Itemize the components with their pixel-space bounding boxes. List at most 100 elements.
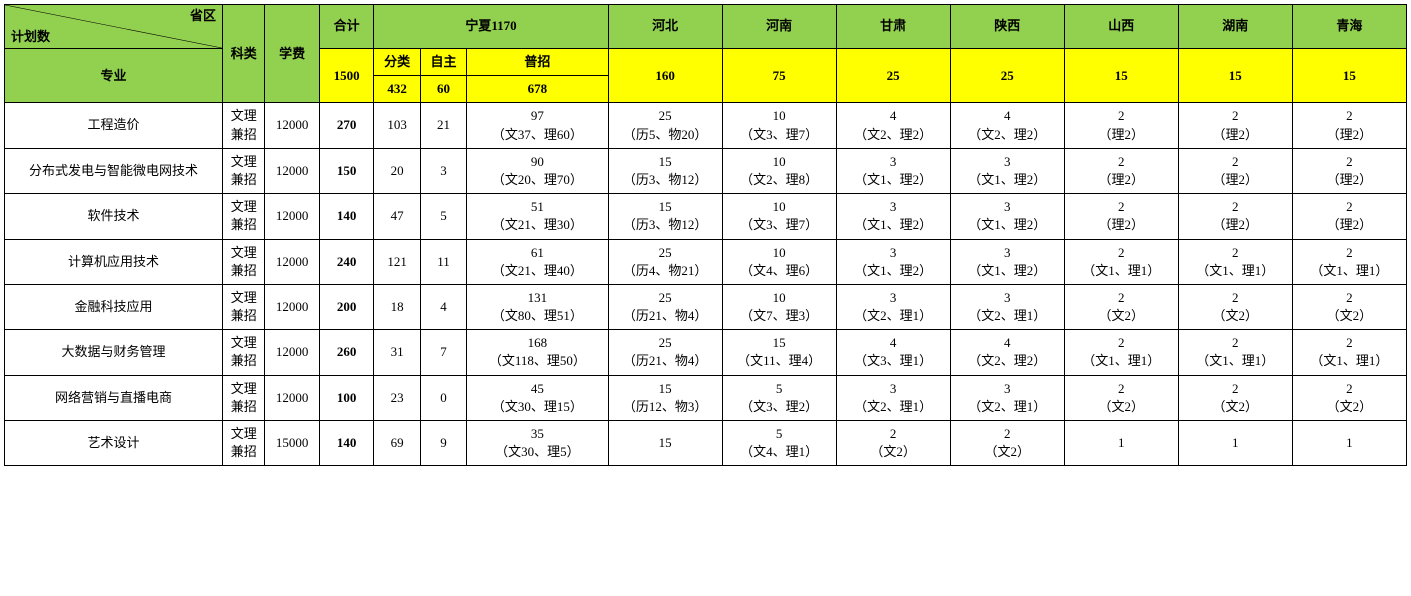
nx-sub3-cell: 168（文118、理50） [467,330,608,375]
province-cell: 2（理2） [1292,194,1406,239]
major-cell: 分布式发电与智能微电网技术 [5,148,223,193]
enrollment-plan-table: 省区 计划数 科类 学费 合计 宁夏1170 河北 河南 甘肃 陕西 山西 湖南… [4,4,1407,466]
nx-sub1-cell: 20 [374,148,420,193]
major-cell: 艺术设计 [5,421,223,466]
major-cell: 工程造价 [5,103,223,148]
province-cell: 2（理2） [1064,148,1178,193]
province-cell: 25（历4、物21） [608,239,722,284]
province-cell: 2（文1、理1） [1064,239,1178,284]
nx-sub1-cell: 18 [374,284,420,329]
nx-sub3-cell: 45（文30、理15） [467,375,608,420]
fee-cell: 12000 [265,103,320,148]
table-body: 工程造价文理兼招120002701032197（文37、理60）25（历5、物2… [5,103,1407,466]
province-cell: 3（文1、理2） [950,239,1064,284]
province-cell: 10（文4、理6） [722,239,836,284]
type-cell: 文理兼招 [223,284,265,329]
total-cell: 150 [319,148,374,193]
province-quota: 160 [608,49,722,103]
nx-sub2-cell: 21 [420,103,466,148]
province-cell: 2（理2） [1292,148,1406,193]
province-quota: 15 [1292,49,1406,103]
table-row: 工程造价文理兼招120002701032197（文37、理60）25（历5、物2… [5,103,1407,148]
province-header: 湖南 [1178,5,1292,49]
total-cell: 240 [319,239,374,284]
total-cell: 140 [319,194,374,239]
province-cell: 10（文3、理7） [722,194,836,239]
total-cell: 260 [319,330,374,375]
province-cell: 15（历3、物12） [608,194,722,239]
nx-sub2-cell: 9 [420,421,466,466]
province-cell: 2（文2） [1064,375,1178,420]
province-cell: 25（历21、物4） [608,330,722,375]
major-cell: 软件技术 [5,194,223,239]
diag-top-label: 省区 [190,7,216,25]
col-type-header: 科类 [223,5,265,103]
province-cell: 3（文2、理1） [950,375,1064,420]
table-row: 分布式发电与智能微电网技术文理兼招1200015020390（文20、理70）1… [5,148,1407,193]
nx-sub3-cell: 61（文21、理40） [467,239,608,284]
type-cell: 文理兼招 [223,421,265,466]
province-cell: 5（文4、理1） [722,421,836,466]
province-cell: 10（文2、理8） [722,148,836,193]
total-val: 1500 [319,49,374,103]
province-header: 陕西 [950,5,1064,49]
type-cell: 文理兼招 [223,103,265,148]
province-cell: 2（文1、理1） [1064,330,1178,375]
major-cell: 计算机应用技术 [5,239,223,284]
fee-cell: 12000 [265,194,320,239]
table-row: 网络营销与直播电商文理兼招1200010023045（文30、理15）15（历1… [5,375,1407,420]
province-cell: 4（文2、理2） [950,103,1064,148]
province-cell: 1 [1292,421,1406,466]
diag-header-cell: 省区 计划数 [5,5,223,49]
nx-sub1-cell: 47 [374,194,420,239]
province-header: 山西 [1064,5,1178,49]
province-cell: 2（理2） [1178,103,1292,148]
nx-sub1-val: 432 [374,76,420,103]
province-cell: 15（历12、物3） [608,375,722,420]
province-header: 河北 [608,5,722,49]
province-quota: 25 [836,49,950,103]
major-cell: 网络营销与直播电商 [5,375,223,420]
nx-sub3-cell: 35（文30、理5） [467,421,608,466]
table-row: 大数据与财务管理文理兼招12000260317168（文118、理50）25（历… [5,330,1407,375]
province-cell: 2（文2） [836,421,950,466]
province-header: 青海 [1292,5,1406,49]
province-cell: 3（文1、理2） [950,194,1064,239]
nx-sub2-cell: 11 [420,239,466,284]
province-cell: 2（文1、理1） [1178,239,1292,284]
province-quota: 75 [722,49,836,103]
table-row: 软件技术文理兼招1200014047551（文21、理30）15（历3、物12）… [5,194,1407,239]
province-cell: 2（理2） [1064,194,1178,239]
province-cell: 3（文2、理1） [836,375,950,420]
province-header: 河南 [722,5,836,49]
nx-sub1-cell: 23 [374,375,420,420]
major-cell: 大数据与财务管理 [5,330,223,375]
nx-sub2-cell: 5 [420,194,466,239]
province-cell: 3（文2、理1） [836,284,950,329]
fee-cell: 12000 [265,330,320,375]
province-cell: 2（文2） [1292,375,1406,420]
province-cell: 25（历21、物4） [608,284,722,329]
nx-sub2-cell: 0 [420,375,466,420]
province-header: 甘肃 [836,5,950,49]
province-cell: 4（文2、理2） [950,330,1064,375]
table-row: 艺术设计文理兼招1500014069935（文30、理5）155（文4、理1）2… [5,421,1407,466]
nx-sub2-label: 自主 [420,49,466,76]
nx-sub3-cell: 97（文37、理60） [467,103,608,148]
total-cell: 100 [319,375,374,420]
nx-sub2-cell: 7 [420,330,466,375]
province-cell: 15 [608,421,722,466]
province-cell: 3（文1、理2） [836,148,950,193]
nx-sub2-cell: 3 [420,148,466,193]
nx-sub1-label: 分类 [374,49,420,76]
diag-bottom-label: 计划数 [11,28,50,46]
fee-cell: 12000 [265,148,320,193]
fee-cell: 12000 [265,284,320,329]
province-cell: 2（文2） [1064,284,1178,329]
table-row: 计算机应用技术文理兼招120002401211161（文21、理40）25（历4… [5,239,1407,284]
province-cell: 2（理2） [1292,103,1406,148]
province-cell: 15（文11、理4） [722,330,836,375]
col-ningxia-header: 宁夏1170 [374,5,608,49]
table-header: 省区 计划数 科类 学费 合计 宁夏1170 河北 河南 甘肃 陕西 山西 湖南… [5,5,1407,103]
fee-cell: 12000 [265,239,320,284]
